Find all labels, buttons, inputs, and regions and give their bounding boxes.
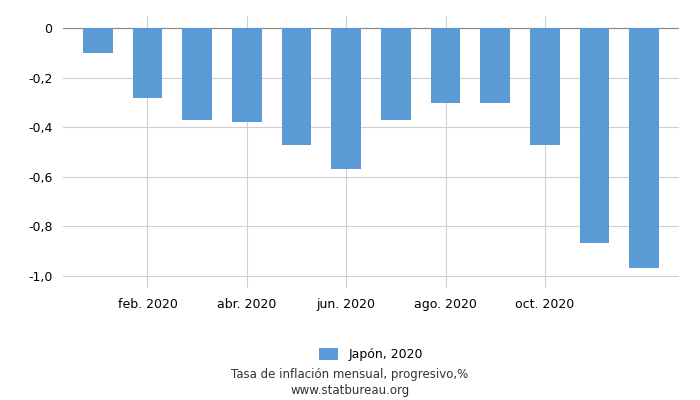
Bar	[281, 28, 312, 144]
Bar	[182, 28, 212, 120]
Bar	[331, 28, 361, 169]
Bar	[580, 28, 610, 244]
Bar	[480, 28, 510, 102]
Bar	[530, 28, 560, 144]
Bar	[232, 28, 262, 122]
Text: www.statbureau.org: www.statbureau.org	[290, 384, 410, 397]
Text: Tasa de inflación mensual, progresivo,%: Tasa de inflación mensual, progresivo,%	[232, 368, 468, 381]
Legend: Japón, 2020: Japón, 2020	[314, 343, 428, 366]
Bar	[629, 28, 659, 268]
Bar	[132, 28, 162, 98]
Bar	[430, 28, 461, 102]
Bar	[83, 28, 113, 53]
Bar	[381, 28, 411, 120]
